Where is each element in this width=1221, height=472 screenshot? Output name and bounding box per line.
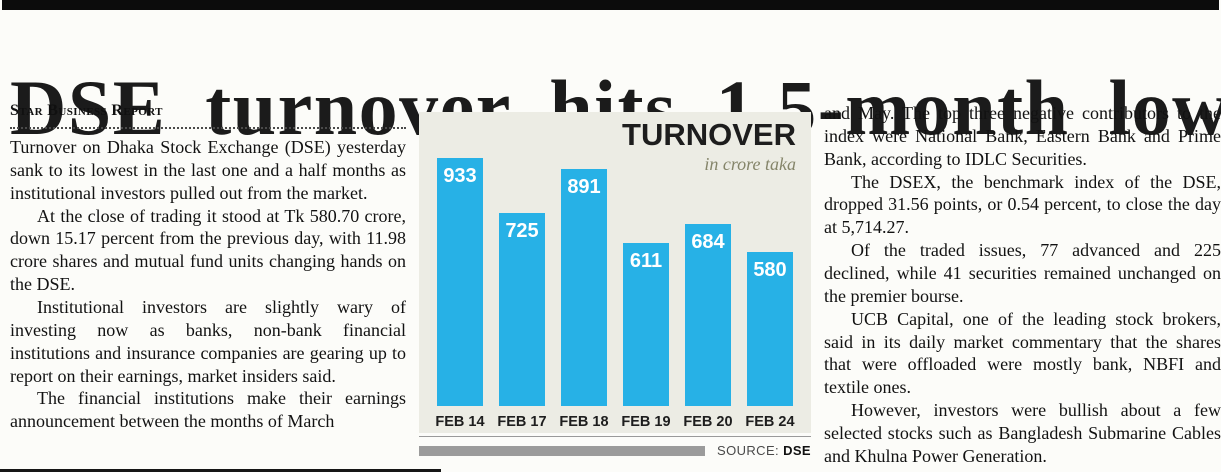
x-tick-label: FEB 17	[497, 414, 547, 430]
page-bottom-rule	[0, 469, 441, 472]
paragraph: and May. The top three negative contribu…	[824, 103, 1221, 169]
bar-value-label: 611	[629, 250, 663, 272]
source-value: DSE	[783, 443, 811, 458]
bar: 725	[499, 213, 545, 406]
bar-value-label: 580	[753, 259, 787, 281]
bar-value-label: 933	[443, 165, 477, 187]
chart-subtitle: in crore taka	[704, 153, 796, 174]
chart-bars: 933 725 891 611 684 580	[429, 140, 801, 406]
source-row: SOURCE: DSE	[419, 443, 811, 458]
source-label: SOURCE:	[717, 443, 780, 458]
paragraph: Turnover on Dhaka Stock Exchange (DSE) y…	[10, 137, 406, 203]
paragraph: Institutional investors are slightly war…	[10, 297, 406, 386]
bar-column: 725	[491, 140, 553, 406]
bar: 611	[623, 243, 669, 406]
x-tick-label: FEB 18	[559, 414, 609, 430]
dotted-rule	[10, 127, 406, 129]
chart-title: TURNOVER	[622, 117, 796, 152]
paragraph: The DSEX, the benchmark index of the DSE…	[824, 171, 1221, 238]
bar-value-label: 891	[567, 176, 601, 198]
article-left-column: Star Business Report Turnover on Dhaka S…	[10, 102, 406, 472]
chart-plot-area: TURNOVER in crore taka 933 725 891 611 684 58…	[419, 112, 811, 433]
bar-column: 891	[553, 140, 615, 406]
chart-divider	[419, 436, 811, 437]
bar: 933	[437, 158, 483, 406]
source-bar	[419, 445, 706, 456]
chart-header: TURNOVER in crore taka	[622, 117, 796, 175]
paragraph: Of the traded issues, 77 advanced and 22…	[824, 240, 1221, 306]
bar-value-label: 684	[691, 231, 725, 253]
bar-column: 611	[615, 140, 677, 406]
paragraph: UCB Capital, one of the leading stock br…	[824, 308, 1221, 398]
bar: 580	[747, 252, 793, 406]
turnover-chart: TURNOVER in crore taka 933 725 891 611 684 58…	[419, 102, 811, 472]
bar-column: 580	[739, 140, 801, 406]
article-right-column: and May. The top three negative contribu…	[824, 102, 1221, 472]
paragraph: However, investors were bullish about a …	[824, 400, 1221, 466]
article-columns: Star Business Report Turnover on Dhaka S…	[10, 102, 1221, 472]
x-tick-label: FEB 20	[683, 414, 733, 430]
x-tick-label: FEB 24	[745, 414, 795, 430]
byline: Star Business Report	[10, 102, 163, 119]
source-text: SOURCE: DSE	[717, 443, 811, 458]
masthead-top-rule	[2, 0, 1219, 10]
chart-xticks: FEB 14 FEB 17 FEB 18 FEB 19 FEB 20 FEB 24	[429, 414, 801, 430]
x-tick-label: FEB 19	[621, 414, 671, 430]
bar-column: 684	[677, 140, 739, 406]
paragraph: At the close of trading it stood at Tk 5…	[10, 205, 406, 295]
bar: 891	[561, 169, 607, 406]
x-tick-label: FEB 14	[435, 414, 485, 430]
bar: 684	[685, 224, 731, 406]
bar-value-label: 725	[505, 220, 539, 242]
paragraph: The financial institutions make their ea…	[10, 388, 406, 432]
bar-column: 933	[429, 140, 491, 406]
